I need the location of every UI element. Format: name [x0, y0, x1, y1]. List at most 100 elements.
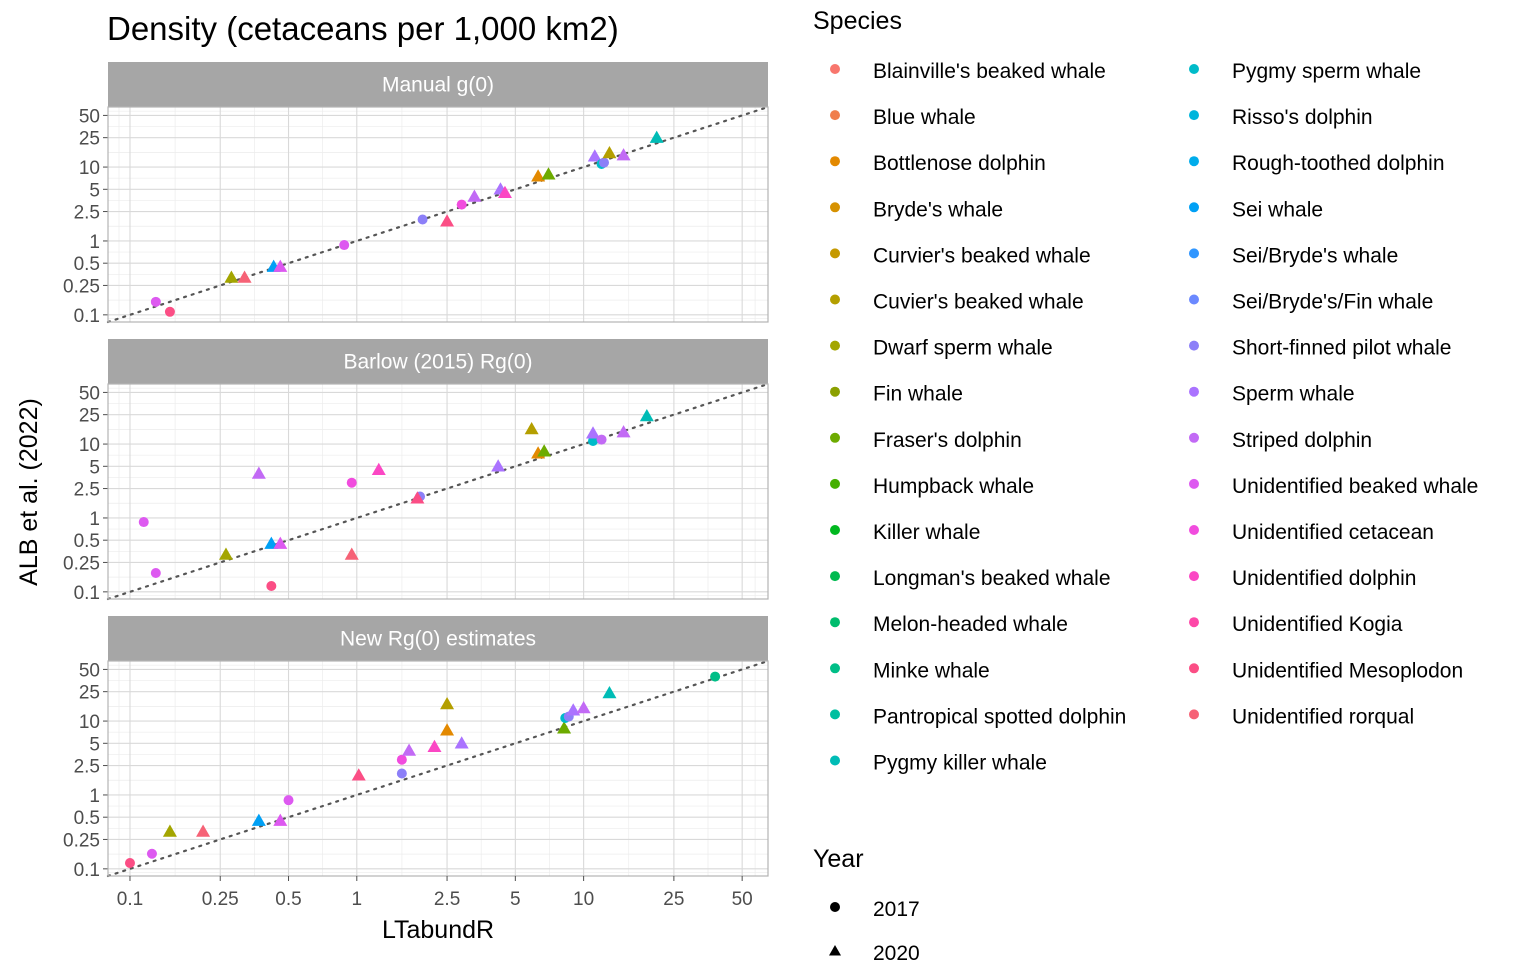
x-axis: 0.1 0.25 0.5 1 2.5 5 10 25 50 — [117, 876, 753, 910]
y-axis-title: ALB et al. (2022) — [15, 398, 43, 586]
legend-species-label: Pantropical spotted dolphin — [873, 705, 1126, 728]
y-tick-label: 0.5 — [74, 254, 100, 275]
legend-species-key — [1189, 386, 1199, 397]
x-tick-label: 50 — [732, 889, 753, 910]
legend-year-label: 2020 — [873, 942, 920, 960]
y-tick-label: 50 — [79, 106, 100, 127]
legend-species-key — [1189, 110, 1199, 121]
data-point-triangle — [616, 148, 631, 161]
legend-species-label: Dwarf sperm whale — [873, 337, 1053, 360]
x-tick-label: 0.5 — [275, 889, 301, 910]
data-point-triangle — [351, 768, 366, 781]
y-tick-label: 0.1 — [74, 860, 100, 881]
legend-species-label: Minke whale — [873, 659, 990, 682]
legend-species-key — [830, 432, 840, 443]
data-point-triangle — [649, 130, 664, 143]
legend-species-label: Rough-toothed dolphin — [1232, 152, 1445, 175]
x-tick-label: 0.1 — [117, 889, 143, 910]
data-point-triangle — [410, 491, 425, 504]
legend-species-label: Unidentified cetacean — [1232, 521, 1434, 544]
y-tick-label: 50 — [79, 383, 100, 404]
legend-species-key — [830, 617, 840, 628]
y-tick-label: 5 — [89, 457, 100, 478]
chart-title: Density (cetaceans per 1,000 km2) — [107, 10, 619, 47]
legend-species-label: Blue whale — [873, 106, 976, 129]
legend-year-key — [829, 945, 841, 956]
y-tick-label: 25 — [79, 406, 100, 427]
y-tick-label: 0.25 — [63, 830, 100, 851]
data-point-triangle — [162, 824, 177, 837]
legend-species-key — [1189, 202, 1199, 213]
y-tick-label: 2.5 — [74, 757, 100, 778]
legend-years: 2017 2020 — [829, 898, 920, 960]
legend-species-key — [1189, 571, 1199, 582]
data-point-circle — [266, 580, 277, 591]
data-point-triangle — [440, 697, 455, 710]
legend-species-label: Longman's beaked whale — [873, 567, 1111, 590]
legend-species-key — [1189, 248, 1199, 259]
x-tick-label: 0.25 — [202, 889, 239, 910]
y-tick-label: 10 — [79, 435, 100, 456]
legend-species-label: Humpback whale — [873, 475, 1034, 498]
legend-species-key — [1189, 432, 1199, 443]
y-tick-label: 0.1 — [74, 306, 100, 327]
y-tick-label: 1 — [89, 509, 100, 530]
legend-species-key — [830, 386, 840, 397]
data-point-triangle — [440, 214, 455, 227]
identity-reference-line — [106, 659, 770, 878]
data-point-triangle — [224, 270, 239, 283]
data-point-triangle — [576, 701, 591, 714]
data-point-circle — [396, 754, 407, 765]
legend-species-key — [830, 525, 840, 535]
panel-border — [107, 106, 769, 323]
y-tick-label: 2.5 — [74, 480, 100, 501]
legend-species-label: Blainville's beaked whale — [873, 60, 1106, 83]
legend-species-label: Unidentified rorqual — [1232, 705, 1414, 728]
legend-species-label: Risso's dolphin — [1232, 106, 1373, 129]
y-tick-label: 5 — [89, 734, 100, 755]
legend-species-label: Fraser's dolphin — [873, 429, 1022, 452]
data-point-triangle — [427, 739, 442, 752]
legend-species-label: Sei/Bryde's whale — [1232, 244, 1398, 267]
legend-species-label: Cuvier's beaked whale — [873, 291, 1084, 314]
data-point-triangle — [467, 189, 482, 202]
data-point-triangle — [251, 466, 266, 479]
data-point-triangle — [587, 149, 602, 162]
facet-strip — [108, 62, 768, 107]
legend-year-label: 2017 — [873, 898, 920, 921]
y-tick-label: 0.25 — [63, 553, 100, 574]
data-point-circle — [150, 567, 161, 578]
legend-species-key — [830, 64, 840, 74]
legend-species: Blainville's beaked whale Blue whale Bottl… — [830, 60, 1478, 775]
legend: Species Blainville's beaked whale Blue wh… — [813, 7, 1478, 960]
data-point-circle — [150, 296, 161, 307]
y-tick-label: 0.25 — [63, 276, 100, 297]
data-point-triangle — [344, 547, 359, 560]
data-point-triangle — [273, 536, 288, 549]
x-tick-label: 5 — [510, 889, 521, 910]
panel-border — [107, 383, 769, 600]
data-point-triangle — [218, 547, 233, 560]
legend-species-key — [830, 571, 840, 582]
legend-year-key — [830, 902, 840, 912]
facet-strip-label: New Rg(0) estimates — [340, 628, 536, 651]
legend-species-label: Pygmy killer whale — [873, 752, 1047, 775]
data-point-triangle — [402, 743, 417, 756]
data-point-circle — [456, 199, 467, 210]
legend-species-label: Unidentified dolphin — [1232, 567, 1416, 590]
data-point-circle — [599, 157, 610, 168]
legend-species-key — [1189, 156, 1199, 167]
y-tick-label: 5 — [89, 180, 100, 201]
y-tick-label: 2.5 — [74, 203, 100, 224]
legend-species-key — [1189, 340, 1199, 351]
data-point-triangle — [237, 270, 252, 283]
data-point-circle — [596, 434, 607, 445]
data-point-triangle — [639, 408, 654, 422]
legend-species-key — [1189, 525, 1199, 535]
y-tick-label: 0.5 — [74, 531, 100, 552]
